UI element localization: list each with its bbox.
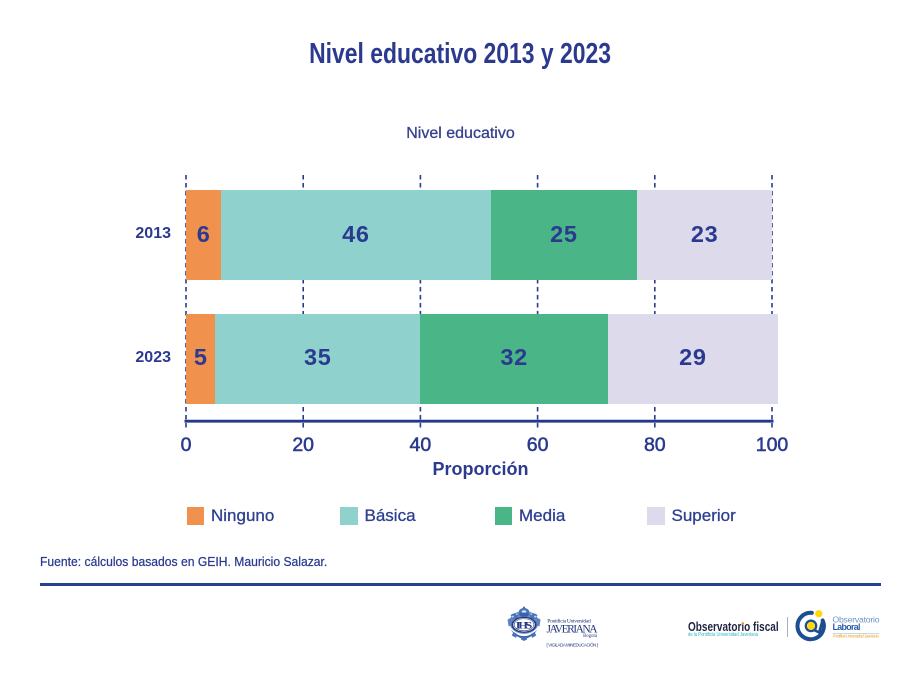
svg-text:[ VIGILADA MINEDUCACIÓN ]: [ VIGILADA MINEDUCACIÓN ] (547, 643, 599, 648)
svg-text:Pontificia Universidad Javeria: Pontificia Universidad Javeriana (833, 633, 880, 638)
svg-text:JAVERIANA: JAVERIANA (547, 624, 599, 636)
svg-text:Bogotá: Bogotá (583, 634, 598, 639)
svg-text:Observatorio: Observatorio (833, 614, 880, 624)
svg-text:Laboral: Laboral (833, 622, 861, 632)
svg-text:Pontificia Universidad: Pontificia Universidad (547, 618, 591, 625)
svg-text:IHS: IHS (516, 621, 532, 632)
